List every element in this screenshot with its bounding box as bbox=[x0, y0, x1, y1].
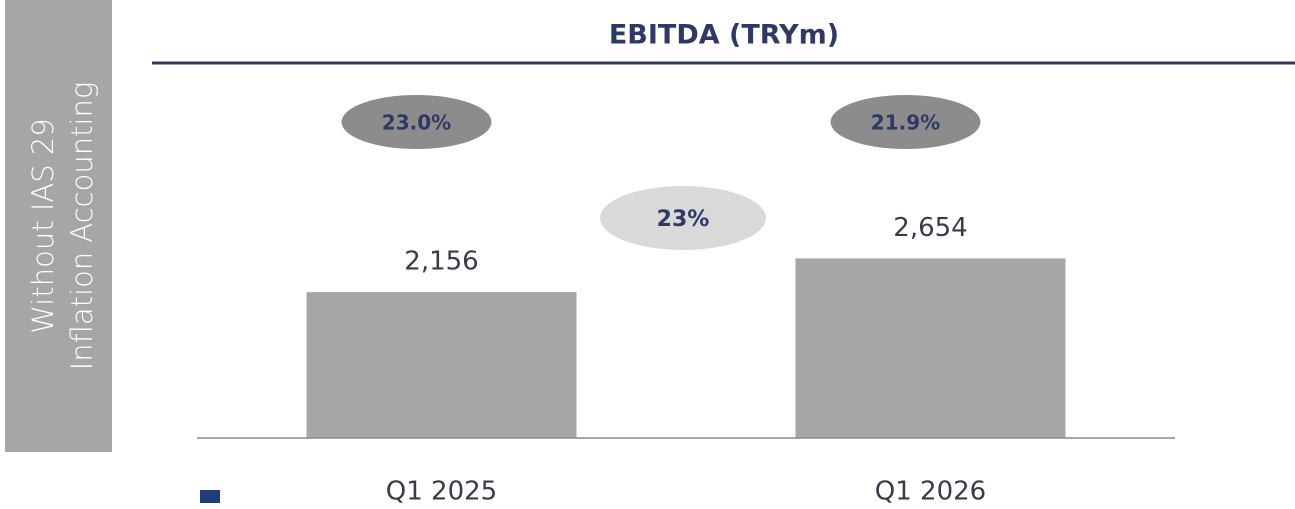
x-tick-label: Q1 2026 bbox=[875, 477, 986, 507]
chart-title: EBITDA (TRYm) bbox=[609, 20, 839, 51]
margin-label: 21.9% bbox=[871, 111, 940, 135]
growth-label: 23% bbox=[657, 207, 710, 232]
margin-bubble bbox=[830, 95, 981, 149]
legend-swatch bbox=[200, 490, 220, 503]
side-label: Without IAS 29 bbox=[26, 118, 60, 333]
value-label: 2,156 bbox=[404, 247, 478, 277]
side-label: Inflation Accounting bbox=[65, 82, 99, 371]
value-label: 2,654 bbox=[893, 213, 967, 243]
growth-bubble bbox=[600, 186, 766, 250]
x-tick-label: Q1 2025 bbox=[386, 477, 497, 507]
bar bbox=[795, 258, 1066, 438]
margin-bubble bbox=[341, 95, 492, 149]
side-panel bbox=[5, 0, 112, 452]
margin-label: 23.0% bbox=[382, 111, 451, 135]
bar bbox=[306, 292, 577, 438]
